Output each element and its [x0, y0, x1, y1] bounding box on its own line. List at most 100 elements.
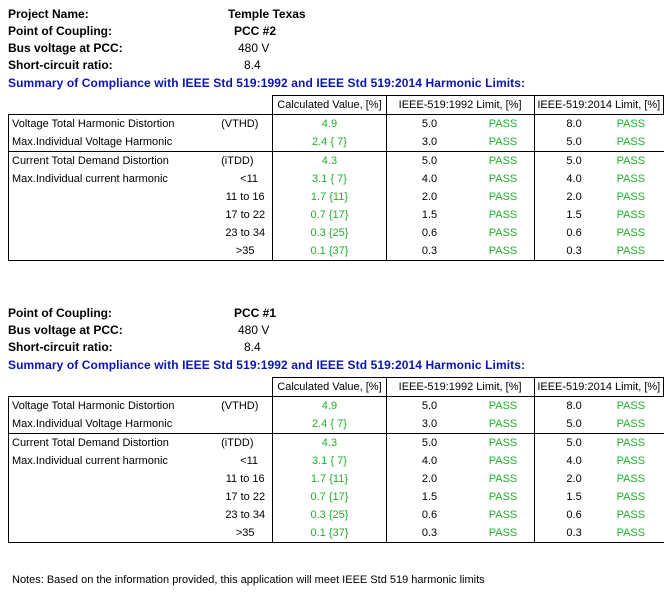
- table-row: Max.Individual Voltage Harmonic 2.4 { 7}…: [8, 415, 664, 434]
- bus-voltage-row: Bus voltage at PCC: 480 V: [8, 322, 664, 339]
- maxi-res2014: PASS: [616, 491, 646, 503]
- maxi-lim2014: 4.0: [533, 170, 614, 188]
- table-row: 23 to 34 0.3 {25} 0.6 PASS 0.6 PASS: [8, 506, 664, 524]
- maxi-calc: 3.1 { 7}: [272, 170, 387, 188]
- maxi-res1992: PASS: [472, 242, 535, 261]
- maxi-lim2014: 2.0: [533, 470, 614, 488]
- table-row: Max.Individual current harmonic <11 3.1 …: [8, 170, 664, 188]
- vthd-lim2014: 8.0: [533, 396, 614, 415]
- maxi-lim2014: 4.0: [533, 452, 614, 470]
- bus-voltage-value: 480 V: [238, 323, 270, 337]
- maxv-desc: Max.Individual Voltage Harmonic: [8, 415, 219, 434]
- itdd-res1992: PASS: [472, 433, 535, 452]
- maxi-range: >35: [218, 242, 273, 261]
- maxi-range: >35: [218, 524, 273, 543]
- section-2-info: Point of Coupling: PCC #1 Bus voltage at…: [8, 305, 664, 356]
- maxi-range: 23 to 34: [225, 509, 266, 521]
- maxi-lim2014: 2.0: [533, 188, 614, 206]
- harmonic-table-1: Calculated Value, [%] IEEE-519:1992 Limi…: [8, 95, 664, 261]
- section-1-info: Project Name: Temple Texas Point of Coup…: [8, 6, 664, 74]
- summary-title: Summary of Compliance with IEEE Std 519:…: [8, 358, 526, 372]
- maxi-range: 17 to 22: [225, 209, 266, 221]
- pcc-value: PCC #1: [234, 306, 277, 320]
- maxi-range: <11: [240, 173, 258, 185]
- maxi-lim2014: 1.5: [533, 206, 614, 224]
- maxi-lim2014: 0.3: [533, 524, 614, 543]
- maxi-res2014: PASS: [616, 173, 646, 185]
- vthd-desc: Voltage Total Harmonic Distortion: [8, 114, 219, 133]
- maxi-res2014: PASS: [616, 209, 646, 221]
- maxi-calc: 0.7 {17}: [272, 206, 387, 224]
- itdd-lim2014: 5.0: [533, 151, 614, 170]
- maxi-lim1992: 0.6: [385, 506, 473, 524]
- itdd-sym: (iTDD): [218, 433, 273, 452]
- maxi-lim1992: 4.0: [385, 170, 473, 188]
- pcc-row: Point of Coupling: PCC #2: [8, 23, 664, 40]
- scr-label: Short-circuit ratio:: [8, 340, 113, 354]
- maxv-res2014: PASS: [616, 136, 646, 148]
- maxv-desc: Max.Individual Voltage Harmonic: [8, 133, 219, 152]
- scr-row: Short-circuit ratio: 8.4: [8, 57, 664, 74]
- maxi-lim2014: 1.5: [533, 488, 614, 506]
- maxv-res1992: PASS: [488, 136, 518, 148]
- vthd-calc: 4.9: [272, 114, 387, 133]
- project-name-row: Project Name: Temple Texas: [8, 6, 664, 23]
- maxi-lim1992: 1.5: [385, 488, 473, 506]
- maxv-res1992: PASS: [488, 418, 518, 430]
- table-row: 11 to 16 1.7 {11} 2.0 PASS 2.0 PASS: [8, 470, 664, 488]
- bus-voltage-value: 480 V: [238, 41, 270, 55]
- itdd-calc: 4.3: [272, 433, 387, 452]
- pcc-value: PCC #2: [234, 24, 277, 38]
- table-row: Current Total Demand Distortion (iTDD) 4…: [8, 433, 664, 452]
- maxi-res1992: PASS: [488, 209, 518, 221]
- bus-voltage-label: Bus voltage at PCC:: [8, 41, 123, 55]
- bus-voltage-row: Bus voltage at PCC: 480 V: [8, 40, 664, 57]
- maxi-lim2014: 0.6: [533, 506, 614, 524]
- maxi-range: 17 to 22: [225, 491, 266, 503]
- itdd-lim1992: 5.0: [385, 433, 473, 452]
- maxi-calc: 0.1 {37}: [272, 524, 387, 543]
- maxi-res2014: PASS: [616, 227, 646, 239]
- limit-1992-header: IEEE-519:1992 Limit, [%]: [385, 377, 535, 397]
- itdd-lim1992: 5.0: [385, 151, 473, 170]
- maxi-range: 11 to 16: [225, 191, 265, 203]
- project-name-value: Temple Texas: [228, 7, 306, 21]
- maxi-lim1992: 0.6: [385, 224, 473, 242]
- table-row: 11 to 16 1.7 {11} 2.0 PASS 2.0 PASS: [8, 188, 664, 206]
- maxi-range: <11: [240, 455, 258, 467]
- maxi-desc: Max.Individual current harmonic: [8, 452, 219, 470]
- table-row: Max.Individual current harmonic <11 3.1 …: [8, 452, 664, 470]
- maxi-lim1992: 0.3: [385, 242, 473, 261]
- pcc-row: Point of Coupling: PCC #1: [8, 305, 664, 322]
- calc-header: Calculated Value, [%]: [272, 377, 387, 397]
- project-name-label: Project Name:: [8, 7, 89, 21]
- table-row: Voltage Total Harmonic Distortion (VTHD)…: [8, 114, 664, 133]
- maxi-res2014: PASS: [613, 242, 664, 261]
- maxi-lim1992: 1.5: [385, 206, 473, 224]
- maxv-calc: 2.4 { 7}: [272, 415, 387, 434]
- maxi-calc: 1.7 {11}: [272, 188, 387, 206]
- vthd-lim1992: 5.0: [385, 114, 473, 133]
- maxi-res2014: PASS: [616, 455, 646, 467]
- maxi-lim2014: 0.3: [533, 242, 614, 261]
- limit-2014-header: IEEE-519:2014 Limit, [%]: [533, 377, 664, 397]
- maxv-lim1992: 3.0: [385, 415, 473, 434]
- itdd-sym: (iTDD): [218, 151, 273, 170]
- itdd-lim2014: 5.0: [533, 433, 614, 452]
- maxi-calc: 3.1 { 7}: [272, 452, 387, 470]
- calc-header: Calculated Value, [%]: [272, 95, 387, 115]
- maxv-calc: 2.4 { 7}: [272, 133, 387, 152]
- itdd-res1992: PASS: [472, 151, 535, 170]
- maxi-range: 23 to 34: [225, 227, 266, 239]
- maxi-res1992: PASS: [472, 524, 535, 543]
- harmonic-table-2: Calculated Value, [%] IEEE-519:1992 Limi…: [8, 377, 664, 543]
- table-row: 17 to 22 0.7 {17} 1.5 PASS 1.5 PASS: [8, 488, 664, 506]
- vthd-res2014: PASS: [613, 114, 664, 133]
- maxi-res2014: PASS: [613, 524, 664, 543]
- table-row: >35 0.1 {37} 0.3 PASS 0.3 PASS: [8, 524, 664, 543]
- maxi-res1992: PASS: [488, 491, 518, 503]
- table-row: 23 to 34 0.3 {25} 0.6 PASS 0.6 PASS: [8, 224, 664, 242]
- maxi-res1992: PASS: [488, 173, 518, 185]
- scr-label: Short-circuit ratio:: [8, 58, 113, 72]
- maxv-lim2014: 5.0: [533, 133, 614, 152]
